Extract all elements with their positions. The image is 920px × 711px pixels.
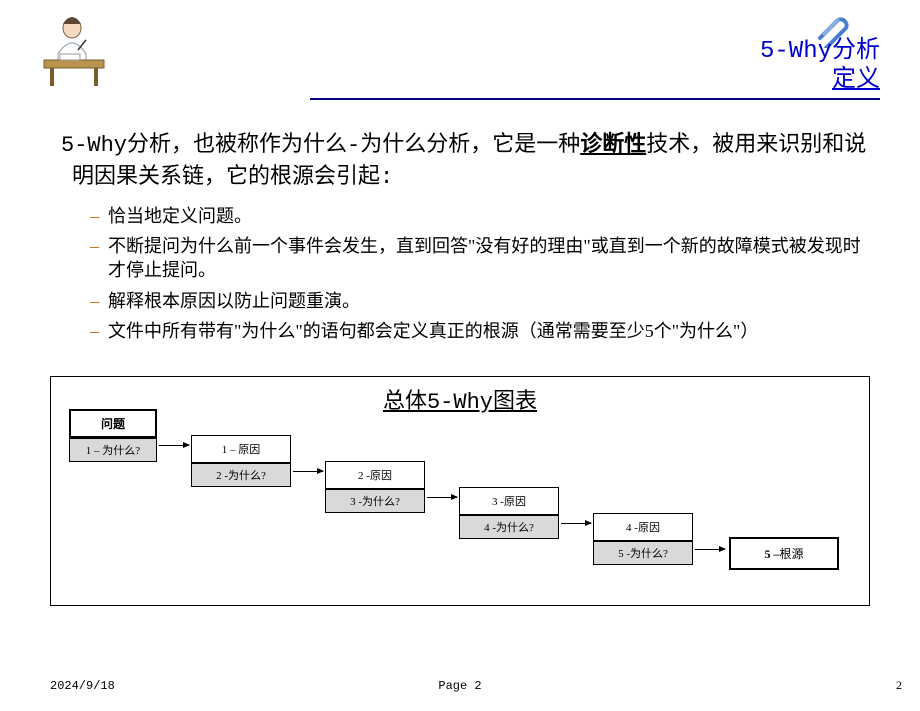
- box-why-5: 5 -为什么?: [593, 541, 693, 565]
- box-cause-2: 2 -原因: [325, 461, 425, 489]
- box-cause-4: 4 -原因: [593, 513, 693, 541]
- diagram-title: 总体5-Why图表: [51, 383, 869, 415]
- arrow-icon: [427, 497, 457, 498]
- arrow-icon: [159, 445, 189, 446]
- intro-emphasis: 诊断性: [580, 133, 646, 158]
- box-problem: 问题: [69, 409, 157, 438]
- box-root: 5 –根源: [729, 537, 839, 570]
- header-rule: [310, 98, 880, 100]
- diagram-frame: 总体5-Why图表 问题 1 – 为什么? 1 – 原因 2 -为什么? 2 -…: [50, 376, 870, 606]
- slide-title: 5-Why分析 定义: [760, 38, 880, 96]
- arrow-icon: [695, 549, 725, 550]
- title-line1: 5-Why分析: [760, 38, 880, 67]
- box-cause-1: 1 – 原因: [191, 435, 291, 463]
- bullet-list: 恰当地定义问题。 不断提问为什么前一个事件会发生，直到回答"没有好的理由"或直到…: [50, 204, 870, 343]
- box-why-4: 4 -为什么?: [459, 515, 559, 539]
- bullet-item: 不断提问为什么前一个事件会发生，直到回答"没有好的理由"或直到一个新的故障模式被…: [90, 234, 870, 283]
- arrow-icon: [561, 523, 591, 524]
- root-rest: 根源: [779, 547, 803, 561]
- box-cause-3: 3 -原因: [459, 487, 559, 515]
- bullet-item: 恰当地定义问题。: [90, 204, 870, 228]
- box-why-3: 3 -为什么?: [325, 489, 425, 513]
- footer-pagenum: 2: [896, 678, 902, 693]
- footer-page: Page 2: [0, 679, 920, 693]
- box-why-1: 1 – 为什么?: [69, 438, 157, 462]
- intro-prefix: 5-Why分析，也被称作为什么-为什么分析，它是一种: [61, 133, 580, 158]
- header-illustration: [30, 10, 120, 90]
- arrow-icon: [293, 471, 323, 472]
- box-why-2: 2 -为什么?: [191, 463, 291, 487]
- title-line2: 定义: [760, 67, 880, 96]
- bullet-item: 文件中所有带有"为什么"的语句都会定义真正的根源（通常需要至少5个"为什么"）: [90, 319, 870, 343]
- bullet-item: 解释根本原因以防止问题重演。: [90, 289, 870, 313]
- main-text: 5-Why分析，也被称作为什么-为什么分析，它是一种诊断性技术，被用来识别和说明…: [50, 130, 870, 349]
- intro-paragraph: 5-Why分析，也被称作为什么-为什么分析，它是一种诊断性技术，被用来识别和说明…: [50, 130, 870, 194]
- root-bold: 5 –: [764, 547, 779, 561]
